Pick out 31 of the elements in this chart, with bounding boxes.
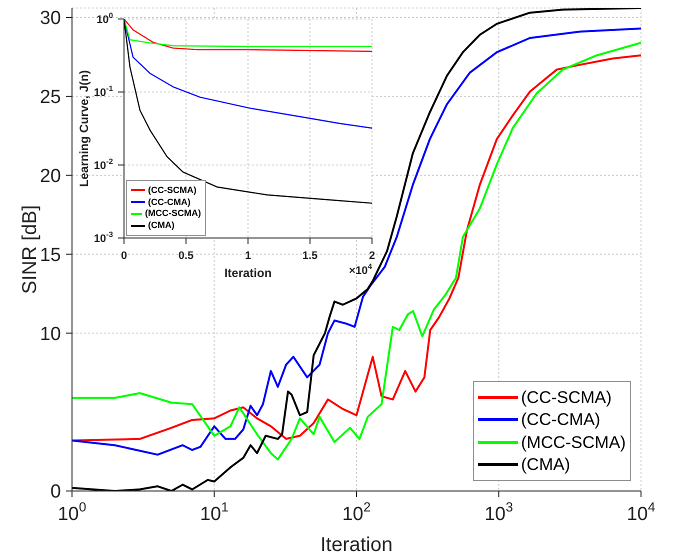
x-axis-title: Iteration bbox=[224, 266, 272, 280]
y-tick-label: 10$^{-1}$ bbox=[94, 84, 114, 99]
y-tick-label: 10$^{0}$ bbox=[96, 10, 113, 26]
y-tick-label: 10$^{-2}$ bbox=[94, 156, 113, 172]
y-tick-label: 30 bbox=[40, 8, 61, 30]
legend-label: (MCC-SCMA) bbox=[521, 432, 626, 452]
x-tick-label: 0 bbox=[120, 250, 128, 262]
legend-label: (CC-SCMA) bbox=[148, 184, 196, 195]
legend-label: (CMA) bbox=[148, 220, 174, 230]
x-tick-label: 10$^{2}$ bbox=[342, 499, 371, 525]
y-tick-label: 10$^{-3}$ bbox=[94, 230, 113, 245]
annotation: ×10$^{4}$ bbox=[349, 262, 373, 277]
legend-label: (CC-CMA) bbox=[148, 196, 190, 207]
legend-label: (CC-CMA) bbox=[521, 410, 600, 430]
y-tick-label: 10 bbox=[40, 324, 61, 345]
x-tick-label: 0.5 bbox=[178, 250, 194, 262]
y-axis-title: Learning Curve, J(n) bbox=[77, 70, 91, 187]
x-tick-label: 10$^{1}$ bbox=[200, 499, 229, 525]
x-tick-label: 1 bbox=[244, 250, 252, 262]
legend-label: (MCC-SCMA) bbox=[145, 208, 201, 218]
y-tick-label: 25 bbox=[40, 87, 61, 108]
legend-label: (CC-SCMA) bbox=[521, 388, 612, 408]
x-tick-label: 10$^{4}$ bbox=[626, 499, 656, 525]
x-tick-label: 10$^{3}$ bbox=[484, 499, 514, 525]
legend-label: (CMA) bbox=[521, 454, 570, 474]
x-tick-label: 1.5 bbox=[302, 250, 318, 262]
y-tick-label: 15 bbox=[40, 244, 61, 266]
x-tick-label: 2 bbox=[368, 250, 376, 262]
y-axis-title: SINR [dB] bbox=[19, 205, 41, 294]
x-axis-title: Iteration bbox=[320, 534, 393, 556]
y-tick-label: 20 bbox=[40, 166, 61, 187]
